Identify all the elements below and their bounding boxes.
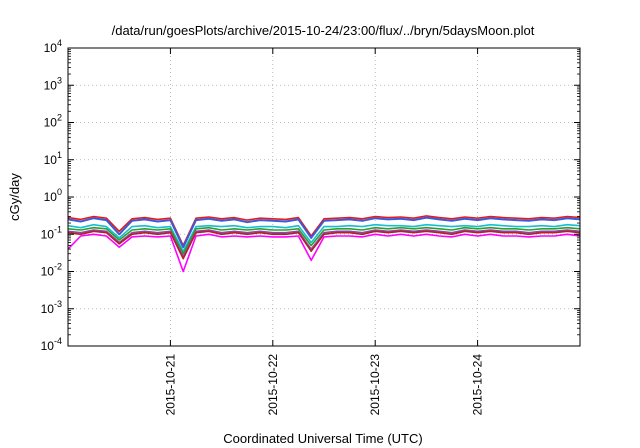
- x-axis-ticks: 2015-10-21 2015-10-22 2015-10-23 2015-10-24: [163, 48, 485, 416]
- x-tick-label: 2015-10-21: [163, 354, 177, 416]
- series-line-4: [67, 226, 581, 255]
- series-line-3: [67, 223, 581, 252]
- y-axis-ticks: 10-4 10-3 10-2 10-1 100 101 102 103 104: [41, 38, 580, 353]
- y-tick-label: 102: [44, 113, 62, 130]
- plot-frame: [67, 47, 581, 347]
- data-series: [67, 215, 581, 273]
- y-tick-label: 10-4: [41, 336, 62, 353]
- series-line-6: [67, 230, 581, 260]
- y-tick-label: 10-1: [41, 224, 62, 241]
- series-line-7: [67, 233, 581, 273]
- x-tick-label: 2015-10-22: [266, 354, 280, 416]
- x-tick-label: 2015-10-23: [368, 354, 382, 416]
- x-tick-label: 2015-10-24: [471, 354, 485, 416]
- y-tick-label: 100: [44, 187, 62, 204]
- y-tick-label: 104: [44, 38, 62, 55]
- chart-title: /data/run/goesPlots/archive/2015-10-24/2…: [112, 23, 535, 38]
- y-tick-label: 101: [44, 150, 62, 167]
- x-axis-title: Coordinated Universal Time (UTC): [223, 431, 422, 446]
- y-tick-label: 103: [44, 75, 62, 92]
- series-line-2: [67, 216, 581, 249]
- series-line-5: [67, 229, 581, 258]
- series-line-1: [67, 215, 581, 247]
- grid-lines: [68, 48, 580, 346]
- y-tick-label: 10-3: [41, 299, 62, 316]
- y-tick-label: 10-2: [41, 262, 62, 279]
- y-axis-title: cGy/day: [7, 173, 22, 221]
